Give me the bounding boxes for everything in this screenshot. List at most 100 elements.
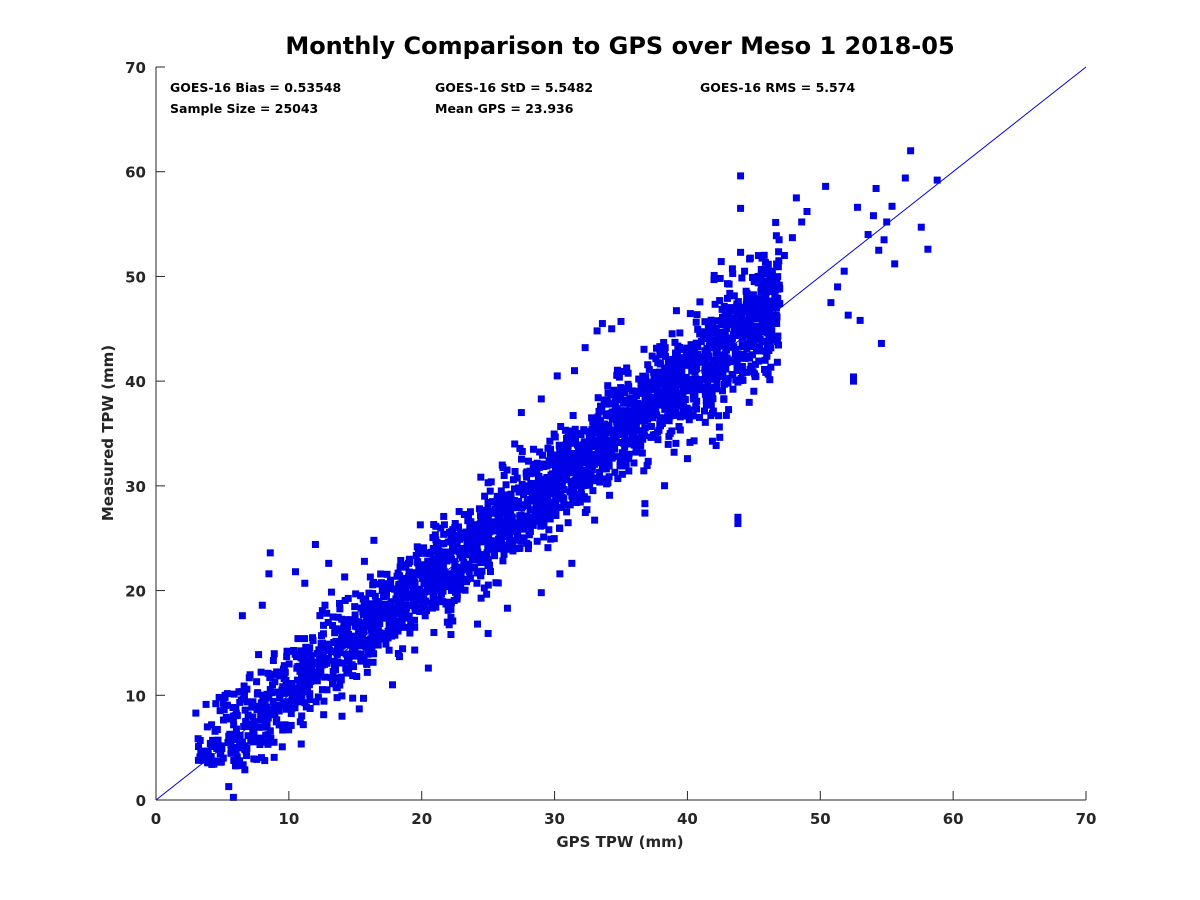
data-point	[461, 534, 469, 542]
data-point	[466, 550, 474, 558]
data-point	[687, 362, 695, 370]
data-point	[473, 579, 481, 587]
data-point	[233, 712, 241, 720]
data-point	[540, 521, 548, 529]
data-point	[406, 602, 414, 610]
data-point	[773, 332, 781, 340]
data-point	[702, 371, 710, 379]
data-point	[413, 543, 421, 551]
data-point	[763, 310, 771, 318]
data-point	[763, 287, 771, 295]
data-point	[241, 746, 249, 754]
data-point	[754, 252, 762, 260]
data-point	[533, 537, 541, 545]
data-point	[250, 755, 258, 763]
data-point	[399, 645, 407, 653]
data-point	[357, 592, 365, 600]
data-point	[597, 403, 605, 411]
chart-title: Monthly Comparison to GPS over Meso 1 20…	[285, 32, 954, 60]
stat-sample-size: Sample Size = 25043	[170, 101, 318, 116]
data-point	[333, 684, 341, 692]
data-point	[538, 497, 546, 505]
data-point	[399, 591, 407, 599]
data-point	[856, 316, 864, 324]
data-point	[872, 184, 880, 192]
data-point	[398, 610, 406, 618]
data-point	[316, 612, 324, 620]
data-point	[385, 585, 393, 592]
data-point	[757, 272, 765, 280]
data-point	[665, 394, 673, 402]
data-point	[351, 643, 359, 651]
data-point	[460, 558, 468, 566]
data-point	[249, 698, 257, 706]
data-point	[705, 384, 713, 392]
data-point	[363, 658, 371, 666]
data-point	[472, 522, 480, 530]
data-point	[661, 366, 669, 374]
data-point	[551, 501, 559, 509]
data-point	[652, 355, 660, 363]
data-point	[217, 742, 225, 750]
data-points	[192, 147, 941, 801]
data-point	[338, 659, 346, 667]
data-point	[728, 265, 736, 273]
data-point	[561, 464, 569, 472]
data-point	[635, 375, 643, 383]
data-point	[431, 531, 439, 539]
data-point	[568, 430, 576, 438]
data-point	[572, 475, 580, 483]
data-point	[536, 511, 544, 519]
data-point	[369, 614, 377, 622]
data-point	[235, 688, 243, 696]
data-point	[217, 748, 225, 756]
data-point	[760, 251, 768, 259]
data-point	[204, 759, 212, 767]
data-point	[423, 607, 431, 615]
data-point	[484, 543, 492, 551]
data-point	[397, 587, 405, 595]
data-point	[429, 591, 437, 599]
data-point	[520, 534, 528, 542]
data-point	[768, 319, 776, 327]
data-point	[343, 625, 351, 633]
data-point	[440, 580, 448, 588]
data-point	[736, 320, 744, 328]
data-point	[502, 481, 510, 489]
data-point	[758, 314, 766, 322]
data-point	[708, 388, 716, 396]
data-point	[483, 590, 491, 598]
data-point	[349, 647, 357, 655]
data-point	[437, 524, 445, 532]
data-point	[460, 510, 468, 518]
data-point	[588, 414, 596, 422]
data-point	[844, 311, 852, 319]
data-point	[653, 389, 661, 397]
data-point	[509, 547, 517, 555]
data-point	[422, 549, 430, 557]
data-point	[744, 340, 752, 348]
data-point	[536, 448, 544, 456]
data-point	[447, 535, 455, 543]
data-point	[514, 519, 522, 527]
data-point	[720, 395, 728, 403]
data-point	[591, 516, 599, 524]
data-point	[329, 680, 337, 688]
data-point	[566, 501, 574, 509]
data-point	[606, 491, 614, 499]
data-point	[430, 629, 438, 636]
data-point	[211, 727, 219, 735]
data-point	[738, 369, 746, 377]
data-point	[692, 382, 700, 390]
data-point	[741, 354, 749, 362]
data-point	[337, 676, 345, 684]
data-point	[467, 518, 475, 526]
data-point	[230, 690, 238, 698]
data-point	[710, 271, 718, 279]
data-point	[511, 440, 519, 448]
data-point	[598, 465, 606, 473]
data-point	[363, 668, 371, 676]
data-point	[229, 793, 237, 801]
data-point	[755, 357, 763, 365]
data-point	[737, 248, 745, 256]
